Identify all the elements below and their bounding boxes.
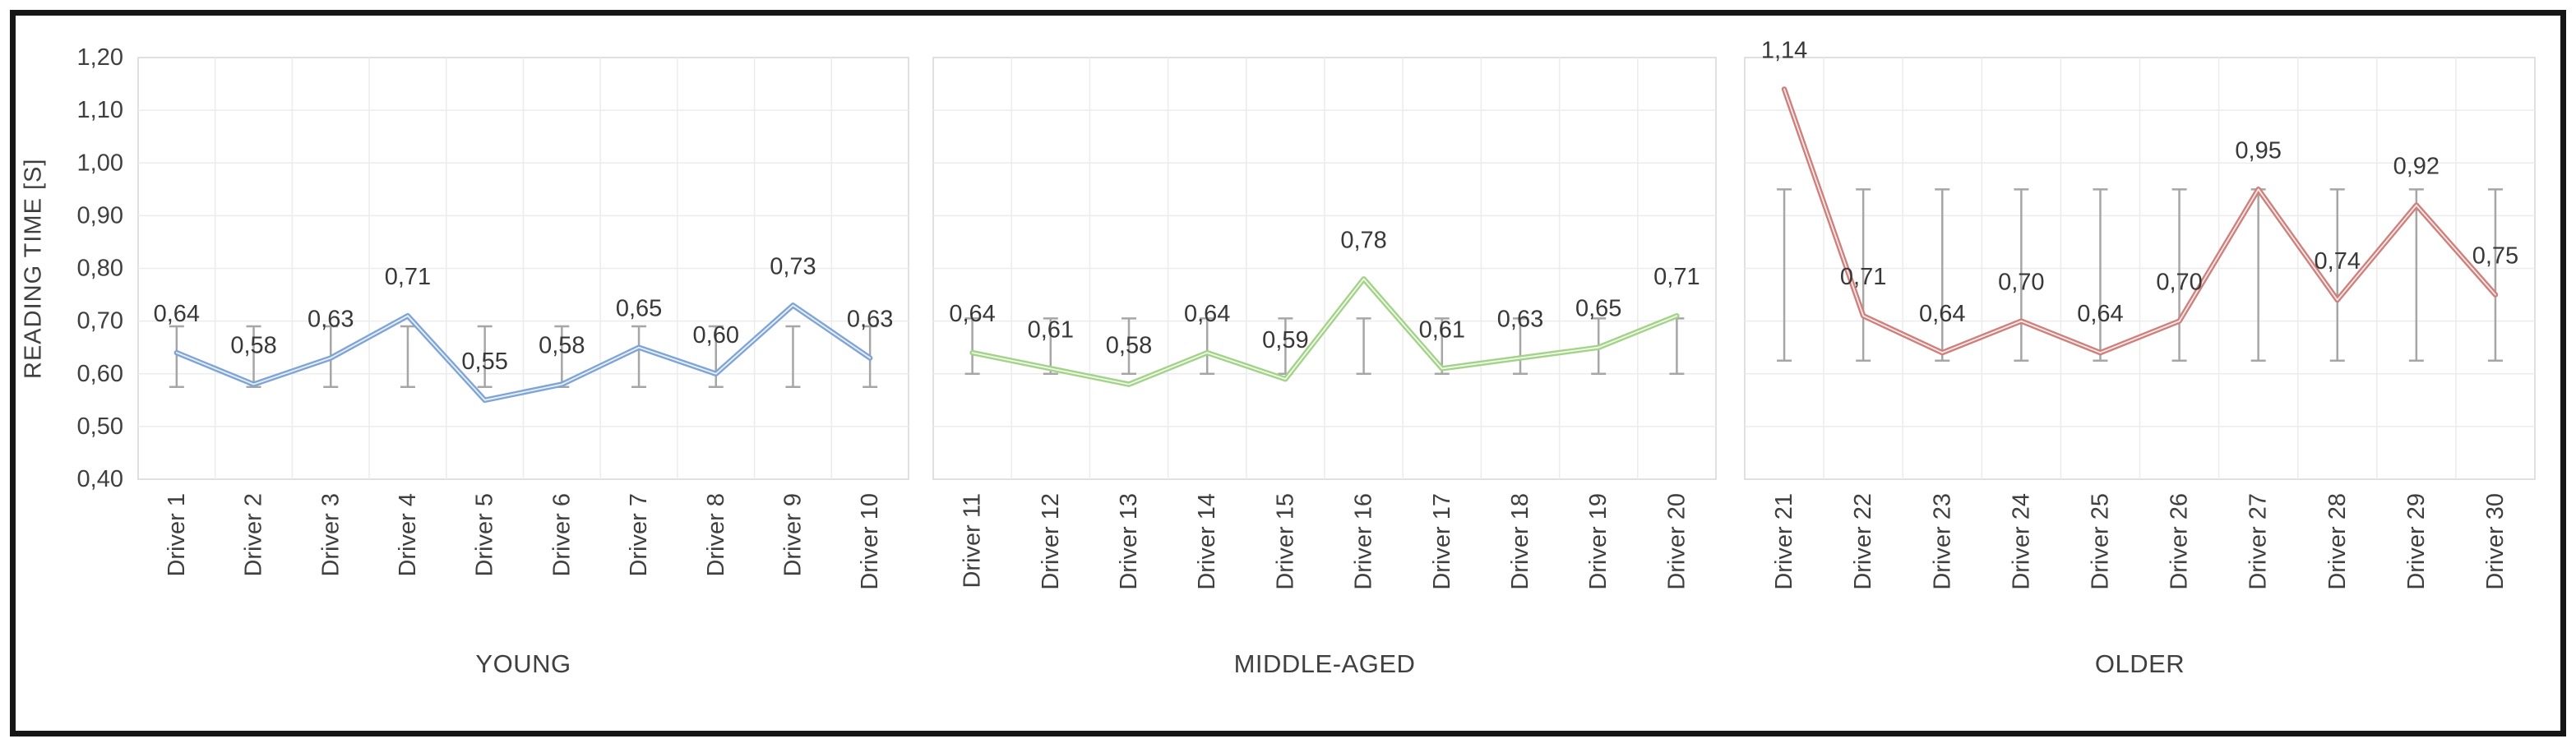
y-tick-label: 1,20: [77, 44, 123, 71]
x-tick-label: Driver 12: [1038, 493, 1064, 590]
x-tick-label: Driver 14: [1194, 493, 1220, 590]
y-axis-title: READING TIME [S]: [20, 158, 47, 379]
data-label: 0,71: [1840, 264, 1886, 290]
data-label: 0,63: [1497, 307, 1543, 333]
x-tick-label: Driver 29: [2403, 493, 2430, 590]
x-tick-label: Driver 6: [548, 493, 575, 577]
group-label-young: YOUNG: [475, 649, 571, 678]
data-label: 0,70: [2156, 270, 2202, 296]
group-label-older: OLDER: [2094, 649, 2185, 678]
x-tick-label: Driver 30: [2482, 493, 2509, 590]
data-label: 0,55: [461, 349, 507, 375]
data-label: 0,63: [847, 307, 893, 333]
data-label: 0,64: [2077, 301, 2123, 327]
x-tick-label: Driver 18: [1507, 493, 1533, 590]
data-label: 0,63: [308, 307, 354, 333]
data-label: 0,95: [2235, 137, 2281, 164]
x-tick-label: Driver 23: [1929, 493, 1955, 590]
data-label: 0,75: [2472, 243, 2518, 270]
x-tick-label: Driver 11: [960, 493, 986, 589]
data-label: 0,64: [154, 301, 200, 327]
x-tick-label: Driver 10: [857, 493, 883, 590]
data-label: 1,14: [1761, 37, 1807, 63]
x-tick-label: Driver 2: [241, 493, 267, 577]
x-tick-label: Driver 25: [2087, 493, 2113, 590]
data-label: 0,60: [693, 322, 739, 349]
data-label: 0,64: [949, 301, 995, 327]
data-label: 0,74: [2315, 248, 2361, 275]
data-label: 0,58: [539, 333, 585, 359]
data-label: 0,70: [1998, 270, 2044, 296]
x-tick-label: Driver 26: [2167, 493, 2193, 590]
x-tick-label: Driver 9: [779, 493, 806, 577]
x-tick-label: Driver 27: [2245, 493, 2272, 590]
data-label: 0,65: [1575, 296, 1621, 322]
x-tick-label: Driver 16: [1351, 493, 1377, 590]
x-tick-label: Driver 24: [2008, 493, 2034, 590]
data-label: 0,71: [1653, 264, 1700, 290]
data-label: 0,92: [2393, 154, 2440, 180]
x-tick-label: Driver 21: [1771, 493, 1797, 590]
data-label: 0,59: [1262, 327, 1308, 353]
x-tick-label: Driver 22: [1850, 493, 1876, 590]
data-label: 0,64: [1184, 301, 1230, 327]
x-tick-label: Driver 13: [1116, 493, 1142, 590]
y-tick-label: 0,60: [77, 361, 123, 387]
x-tick-label: Driver 4: [395, 493, 421, 577]
data-label: 0,61: [1028, 316, 1074, 343]
x-tick-label: Driver 19: [1585, 493, 1612, 590]
data-label: 0,78: [1340, 227, 1386, 253]
data-label: 0,61: [1419, 316, 1465, 343]
data-label: 0,65: [616, 296, 662, 322]
y-tick-label: 0,90: [77, 202, 123, 229]
series-line-core: [175, 304, 872, 401]
x-tick-label: Driver 7: [626, 493, 652, 577]
y-tick-label: 0,40: [77, 466, 123, 492]
x-tick-label: Driver 17: [1429, 493, 1455, 590]
x-tick-label: Driver 28: [2324, 493, 2351, 590]
y-tick-label: 0,70: [77, 308, 123, 335]
series-line-core: [971, 278, 1678, 386]
data-label: 0,58: [1106, 333, 1152, 359]
data-label: 0,71: [385, 264, 431, 290]
data-label: 0,73: [770, 253, 816, 279]
y-tick-label: 1,10: [77, 97, 123, 123]
x-tick-label: Driver 3: [317, 493, 344, 577]
series-line-core: [1783, 88, 2496, 354]
y-tick-label: 1,00: [77, 150, 123, 176]
y-tick-label: 0,50: [77, 413, 123, 440]
x-tick-label: Driver 20: [1663, 493, 1690, 590]
y-tick-label: 0,80: [77, 256, 123, 282]
x-tick-label: Driver 5: [472, 493, 498, 577]
data-label: 0,64: [1919, 301, 1965, 327]
data-label: 0,58: [230, 333, 276, 359]
x-tick-label: Driver 1: [164, 493, 190, 577]
x-tick-label: Driver 15: [1272, 493, 1298, 590]
x-tick-label: Driver 8: [703, 493, 729, 577]
group-label-middle-aged: MIDDLE-AGED: [1233, 649, 1416, 678]
